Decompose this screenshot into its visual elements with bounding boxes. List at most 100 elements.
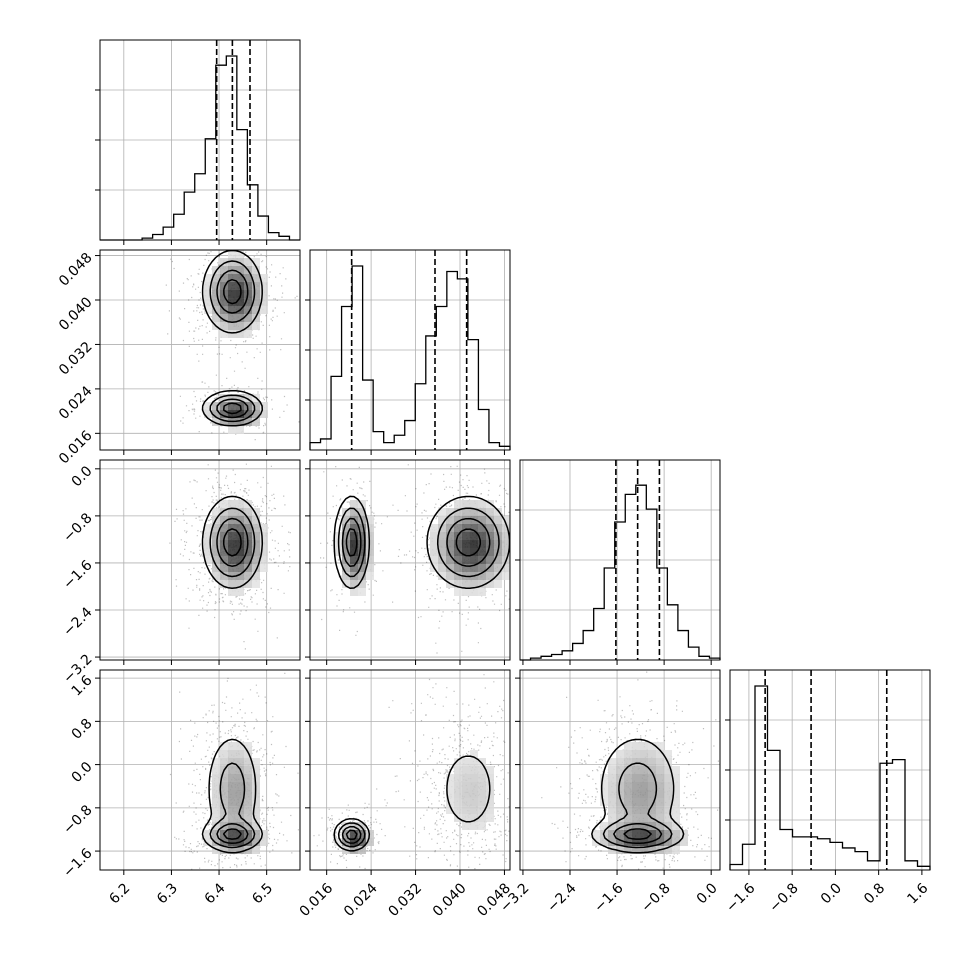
x-tick-label-3-1: −0.8 [766, 880, 801, 915]
density-cell-3-2 [640, 838, 648, 846]
density-cell-2-1 [446, 548, 454, 556]
density-cell-3-0 [220, 798, 228, 806]
density-cell-2-1 [478, 548, 486, 556]
density-cell-3-2 [600, 838, 608, 846]
density-cell-3-1 [478, 814, 486, 822]
x-tick-label-1-0: 0.016 [297, 880, 337, 920]
density-cell-3-1 [454, 798, 462, 806]
density-cell-3-2 [656, 758, 664, 766]
density-cell-1-0 [212, 314, 220, 322]
density-cell-3-2 [608, 774, 616, 782]
density-cell-3-0 [228, 758, 236, 766]
density-cell-3-0 [228, 798, 236, 806]
density-cell-3-2 [648, 830, 656, 838]
density-cell-3-2 [632, 822, 640, 830]
density-cell-3-0 [236, 830, 244, 838]
density-cell-2-1 [438, 516, 446, 524]
density-cell-1-0 [236, 258, 244, 266]
density-cell-3-2 [664, 846, 672, 854]
density-cell-3-2 [680, 838, 688, 846]
density-cell-2-1 [350, 548, 358, 556]
density-cell-3-2 [600, 798, 608, 806]
density-cell-1-0 [244, 306, 252, 314]
density-cell-3-0 [252, 758, 260, 766]
density-cell-3-0 [204, 838, 212, 846]
density-cell-1-0 [244, 394, 252, 402]
density-cell-1-0 [212, 410, 220, 418]
density-cell-2-1 [486, 532, 494, 540]
density-cell-2-1 [366, 556, 374, 564]
contour-3-0-3 [222, 828, 242, 840]
density-cell-3-2 [672, 846, 680, 854]
density-cell-2-1 [446, 564, 454, 572]
density-cell-3-1 [462, 798, 470, 806]
density-cell-1-0 [220, 330, 228, 338]
contour-2-1-0 [333, 495, 511, 589]
density-cell-2-0 [252, 572, 260, 580]
density-cell-3-2 [608, 798, 616, 806]
density-cell-3-0 [212, 814, 220, 822]
density-cell-2-1 [350, 556, 358, 564]
density-cell-3-1 [358, 822, 366, 830]
density-cell-2-1 [462, 588, 470, 596]
y-tick-label-3-1: −0.8 [60, 802, 95, 837]
density-cell-3-2 [648, 742, 656, 750]
panel-frame-2-0 [99, 459, 301, 661]
density-cell-3-0 [236, 814, 244, 822]
density-cell-2-0 [260, 564, 268, 572]
density-cell-2-1 [366, 524, 374, 532]
density-cell-2-0 [228, 588, 236, 596]
density-cell-2-1 [486, 572, 494, 580]
x-tick-label-2-1: −2.4 [544, 880, 579, 915]
panel-frame-2-1 [309, 459, 511, 661]
density-cell-2-1 [470, 580, 478, 588]
density-cell-3-0 [244, 750, 252, 758]
density-cell-2-1 [438, 548, 446, 556]
density-cell-2-0 [220, 516, 228, 524]
density-cell-1-0 [220, 418, 228, 426]
density-cell-2-0 [220, 548, 228, 556]
density-cell-2-1 [342, 580, 350, 588]
density-cell-3-0 [252, 830, 260, 838]
density-cell-1-0 [220, 410, 228, 418]
density-cell-3-0 [252, 774, 260, 782]
density-cell-3-0 [228, 822, 236, 830]
density-cell-3-2 [656, 766, 664, 774]
density-cell-3-1 [454, 806, 462, 814]
density-cell-1-0 [220, 274, 228, 282]
density-cell-3-2 [672, 774, 680, 782]
contour-3-1-3 [345, 829, 358, 841]
density-cell-1-0 [260, 290, 268, 298]
density-cell-3-2 [672, 822, 680, 830]
x-tick-label-3-3: 0.8 [861, 880, 888, 907]
density-cell-2-1 [470, 564, 478, 572]
density-cell-1-0 [252, 418, 260, 426]
contour-2-0-0 [201, 495, 264, 589]
density-cell-2-1 [486, 580, 494, 588]
density-cell-3-2 [640, 742, 648, 750]
density-cell-2-0 [244, 548, 252, 556]
density-cell-3-1 [470, 766, 478, 774]
density-cell-1-0 [220, 258, 228, 266]
density-cell-3-2 [608, 758, 616, 766]
density-cell-2-0 [244, 572, 252, 580]
density-cell-3-2 [640, 758, 648, 766]
density-cell-2-1 [430, 532, 438, 540]
density-cell-2-1 [342, 572, 350, 580]
x-tick-label-0-2: 6.4 [202, 880, 229, 907]
density-cell-3-2 [600, 822, 608, 830]
density-cell-2-1 [358, 548, 366, 556]
density-cell-2-1 [486, 548, 494, 556]
density-cell-3-1 [478, 790, 486, 798]
panel-frame-3-1 [309, 669, 511, 871]
density-cell-2-1 [430, 556, 438, 564]
density-cell-3-2 [624, 774, 632, 782]
density-cell-3-0 [252, 766, 260, 774]
density-cell-2-1 [350, 532, 358, 540]
density-cell-2-1 [462, 580, 470, 588]
density-cell-2-0 [212, 572, 220, 580]
density-cell-3-2 [632, 758, 640, 766]
density-cell-3-1 [486, 798, 494, 806]
density-cell-1-0 [252, 274, 260, 282]
density-cell-3-0 [228, 838, 236, 846]
